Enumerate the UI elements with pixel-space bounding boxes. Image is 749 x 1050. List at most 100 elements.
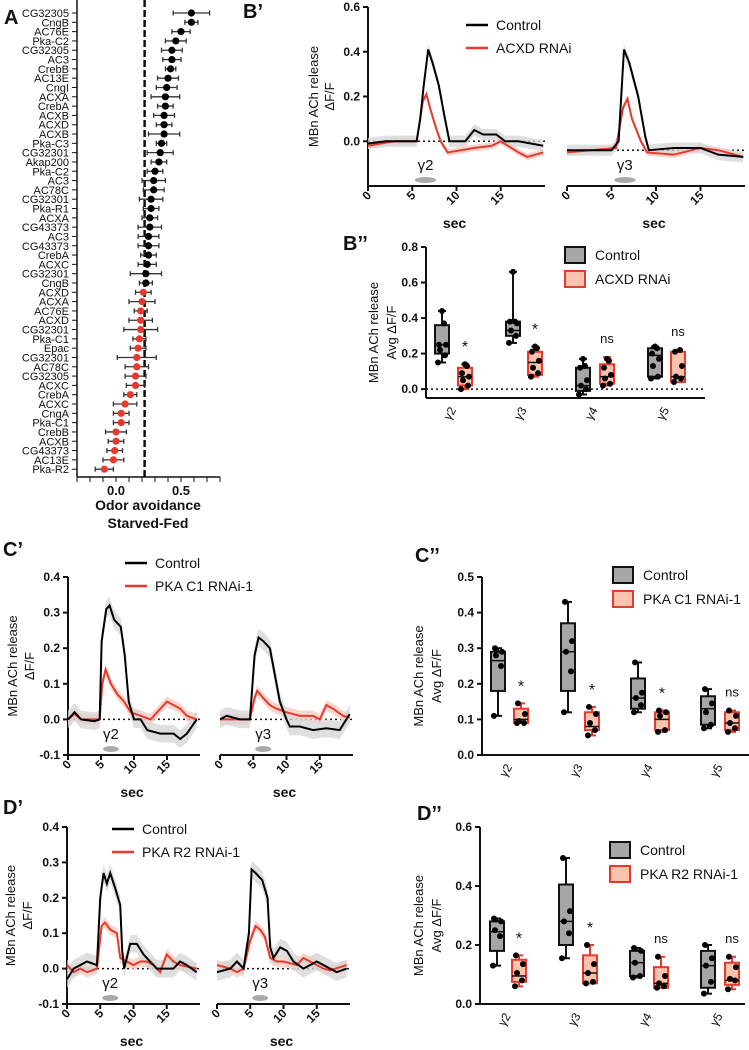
x-tick-label: 5: [92, 757, 107, 772]
rnai-data-point: [725, 986, 731, 993]
data-point: [160, 130, 168, 138]
control-data-point: [632, 659, 638, 666]
rnai-data-point: [732, 977, 738, 984]
legend-rnai-swatch: [612, 590, 634, 608]
x-axis-title: sec: [273, 784, 297, 800]
legend-rnai-label: PKA R2 RNAi-1: [142, 844, 240, 860]
data-point: [139, 288, 147, 296]
row-label: ACXD: [38, 120, 69, 132]
rnai-data-point: [673, 373, 679, 380]
rnai-data-point: [592, 727, 598, 734]
x-tick-label: 15: [154, 757, 174, 777]
control-data-point: [577, 364, 583, 371]
rnai-data-point: [521, 719, 527, 726]
rnai-data-point: [584, 942, 590, 948]
x-tick-label: 0: [58, 1006, 73, 1021]
control-box: [558, 883, 574, 947]
odor-stimulus-marker: [102, 746, 119, 752]
row-label: ACXC: [38, 259, 69, 271]
rnai-data-point: [522, 711, 528, 718]
x-tick-label: 10: [273, 757, 293, 777]
row-label: CG32305: [22, 8, 69, 20]
y-tick-label: 0.3: [457, 641, 474, 655]
control-data-point: [491, 915, 497, 922]
panel-label: C’’: [415, 545, 440, 567]
rnai-sem-band: [220, 685, 350, 725]
rnai-data-point: [515, 700, 521, 707]
x-tick-label: 5: [92, 1006, 107, 1021]
control-data-point: [569, 638, 575, 645]
rnai-data-point: [600, 382, 606, 389]
rnai-data-point: [662, 727, 668, 734]
row-label: ACXA: [39, 92, 70, 104]
x-tick-label: 15: [154, 1006, 174, 1026]
y-tick-label: 0.0: [401, 382, 418, 396]
x-axis-title: sec: [642, 215, 666, 231]
significance-label: *: [587, 920, 593, 937]
rnai-data-point: [678, 375, 684, 382]
x-tick-label: 15: [304, 1006, 324, 1026]
control-data-point: [559, 955, 565, 962]
category-label: γ5: [707, 761, 726, 779]
control-data-point: [655, 373, 661, 380]
rnai-data-point: [512, 983, 518, 990]
data-point: [100, 465, 108, 473]
rnai-data-point: [593, 711, 599, 718]
y-tick-label: 0.4: [401, 311, 418, 325]
y-tick-label: 0.4: [455, 879, 472, 893]
row-label: Pka-R1: [32, 204, 69, 216]
y-tick-label: 0.0: [457, 748, 474, 762]
x-tick-label: 5: [404, 188, 419, 203]
control-data-point: [582, 363, 588, 370]
row-label: CrebA: [38, 250, 70, 262]
control-trace: [216, 867, 348, 974]
category-label: γ3: [565, 1010, 584, 1028]
row-label: ACXA: [39, 297, 70, 309]
category-label: γ3: [567, 761, 586, 779]
compartment-label: γ2: [103, 726, 119, 743]
row-label: ACXD: [38, 315, 69, 327]
control-data-point: [631, 944, 637, 951]
legend-rnai-label: PKA C1 RNAi-1: [155, 578, 253, 594]
data-point: [151, 167, 159, 175]
significance-label: *: [532, 321, 538, 338]
y-axis-title: MBn ACh release: [411, 625, 426, 726]
data-point: [109, 456, 117, 464]
rnai-data-point: [604, 355, 610, 362]
x-axis-title: sec: [443, 215, 467, 231]
significance-label: ns: [654, 931, 668, 946]
legend-rnai-label: ACXD RNAi: [595, 271, 670, 287]
rnai-box: [582, 954, 598, 985]
rnai-data-point: [661, 983, 667, 990]
row-label: ACXD: [38, 287, 69, 299]
rnai-data-point: [677, 347, 683, 354]
category-label: γ2: [497, 761, 516, 779]
rnai-data-point: [585, 732, 591, 739]
control-data-point: [637, 972, 643, 979]
legend-control-swatch: [609, 841, 631, 859]
data-point: [117, 419, 125, 427]
y-axis-title: Avg ΔF/F: [429, 649, 444, 703]
rnai-data-point: [733, 712, 739, 719]
category-label: γ5: [707, 1010, 726, 1028]
rnai-data-point: [671, 379, 677, 386]
row-label: CG32301: [22, 194, 69, 206]
data-point: [164, 74, 172, 82]
rnai-data-point: [662, 972, 668, 979]
control-box: [560, 622, 576, 692]
data-point: [187, 18, 195, 26]
x-tick-label: 10: [443, 188, 463, 208]
row-label: CngB: [41, 278, 69, 290]
significance-label: *: [518, 678, 524, 695]
row-label: CG32305: [22, 371, 69, 383]
data-point: [112, 437, 120, 445]
control-data-point: [633, 695, 639, 702]
significance-label: *: [589, 682, 595, 699]
data-point: [147, 204, 155, 213]
odor-stimulus-marker: [252, 995, 269, 1001]
y-tick-label: 0.4: [343, 45, 360, 59]
legend-control-label: Control: [640, 842, 685, 858]
y-tick-label: 0.2: [343, 90, 360, 104]
y-tick-label: -0.1: [39, 748, 60, 762]
legend-control-swatch: [612, 566, 634, 584]
